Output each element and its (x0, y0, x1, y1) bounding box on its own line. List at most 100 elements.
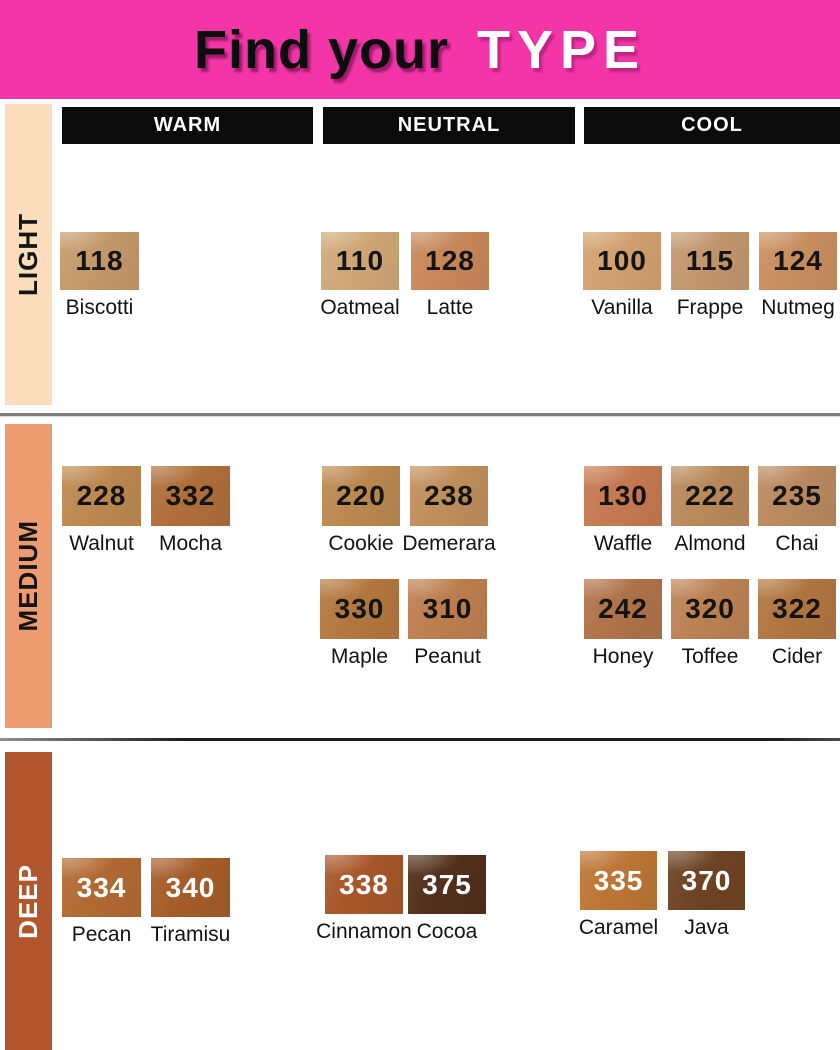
shade-swatch-235: 235 (758, 466, 836, 526)
column-header-neutral: NEUTRAL (323, 107, 575, 144)
shade-name: Cocoa (416, 920, 478, 943)
shade-cell-110: 110 Oatmeal (320, 232, 400, 319)
shade-name: Cookie (328, 532, 394, 555)
shade-swatch-310: 310 (408, 579, 487, 639)
column-header-cool-label: COOL (681, 114, 743, 136)
shade-number: 124 (773, 245, 823, 276)
row-band-deep: DEEP (5, 752, 52, 1050)
shade-number: 332 (165, 480, 216, 511)
shade-cell-334: 334 Pecan (62, 858, 141, 946)
shade-cell-340: 340 Tiramisu (151, 858, 230, 946)
shade-number: 115 (685, 245, 735, 276)
shade-name: Almond (674, 532, 746, 555)
shade-swatch-130: 130 (584, 466, 662, 526)
shade-number: 100 (597, 245, 647, 276)
shade-group-light-neutral-1: 110 Oatmeal 128 Latte (320, 232, 489, 319)
shade-swatch-330: 330 (320, 579, 399, 639)
shade-swatch-220: 220 (322, 466, 400, 526)
shade-cell-320: 320 Toffee (671, 579, 749, 668)
column-header-neutral-label: NEUTRAL (397, 114, 501, 136)
shade-number: 375 (422, 868, 472, 900)
shade-number: 322 (772, 593, 822, 624)
shade-number: 118 (75, 245, 124, 276)
shade-group-light-warm-1: 118 Biscotti (60, 232, 139, 319)
shade-number: 335 (593, 864, 644, 896)
shade-cell-118: 118 Biscotti (60, 232, 139, 319)
row-band-light: LIGHT (5, 104, 52, 405)
shade-cell-310: 310 Peanut (408, 579, 487, 668)
shade-name: Pecan (71, 923, 132, 946)
row-divider-light-medium (0, 413, 840, 416)
shade-number: 110 (335, 245, 385, 276)
shade-number: 238 (424, 480, 474, 511)
shade-name: Frappe (676, 296, 744, 319)
shade-group-deep-cool-1: 335 Caramel 370 Java (578, 851, 745, 939)
shade-swatch-335: 335 (580, 851, 657, 910)
shade-swatch-222: 222 (671, 466, 749, 526)
shade-group-light-cool-1: 100 Vanilla 115 Frappe 124 Nutmeg (583, 232, 837, 319)
shade-number: 370 (681, 864, 732, 896)
shade-name: Cider (771, 645, 823, 668)
shade-cell-330: 330 Maple (320, 579, 399, 668)
page-title-prefix: Find your (193, 19, 449, 80)
column-header-warm: WARM (62, 107, 313, 144)
row-band-medium-label: MEDIUM (13, 520, 43, 632)
shade-name: Mocha (158, 532, 223, 555)
shade-name: Java (684, 916, 729, 939)
shade-cell-124: 124 Nutmeg (759, 232, 837, 319)
shade-cell-220: 220 Cookie (322, 466, 400, 555)
shade-name: Peanut (414, 645, 481, 668)
shade-name: Latte (426, 296, 474, 319)
shade-number: 128 (425, 245, 475, 276)
shade-name: Caramel (578, 916, 659, 939)
shade-swatch-110: 110 (321, 232, 399, 290)
shade-cell-335: 335 Caramel (578, 851, 659, 939)
page-title-highlight: TYPE (476, 19, 647, 80)
shade-number: 130 (598, 480, 648, 511)
shade-number: 228 (76, 480, 127, 511)
shade-group-medium-cool-1: 130 Waffle 222 Almond 235 Chai (584, 466, 836, 555)
column-header-warm-label: WARM (153, 114, 222, 136)
shade-swatch-115: 115 (671, 232, 749, 290)
shade-name: Chai (775, 532, 819, 555)
column-header-cool: COOL (584, 107, 840, 144)
row-band-light-label: LIGHT (13, 213, 43, 296)
shade-swatch-375: 375 (408, 855, 486, 914)
shade-swatch-128: 128 (411, 232, 489, 290)
shade-swatch-242: 242 (584, 579, 662, 639)
shade-swatch-334: 334 (62, 858, 141, 917)
shade-name: Oatmeal (320, 296, 400, 319)
shade-cell-370: 370 Java (668, 851, 745, 939)
shade-swatch-322: 322 (758, 579, 836, 639)
shade-cell-338: 338 Cinnamon (316, 855, 412, 943)
shade-swatch-338: 338 (325, 855, 403, 914)
shade-name: Tiramisu (150, 923, 231, 946)
shade-number: 334 (76, 871, 127, 903)
shade-name: Maple (330, 645, 389, 668)
shade-cell-332: 332 Mocha (151, 466, 230, 555)
shade-name: Vanilla (591, 296, 653, 319)
shade-cell-235: 235 Chai (758, 466, 836, 555)
shade-cell-375: 375 Cocoa (408, 855, 486, 943)
shade-name: Toffee (681, 645, 739, 668)
shade-swatch-370: 370 (668, 851, 745, 910)
shade-cell-322: 322 Cider (758, 579, 836, 668)
shade-number: 220 (336, 480, 386, 511)
shade-swatch-320: 320 (671, 579, 749, 639)
shade-cell-238: 238 Demerara (402, 466, 496, 555)
shade-group-deep-neutral-1: 338 Cinnamon 375 Cocoa (316, 855, 486, 943)
shade-group-medium-warm-1: 228 Walnut 332 Mocha (62, 466, 230, 555)
header-banner: Find your TYPE (0, 0, 840, 99)
shade-group-medium-neutral-1: 220 Cookie 238 Demerara (322, 466, 496, 555)
shade-cell-128: 128 Latte (411, 232, 489, 319)
shade-name: Waffle (593, 532, 653, 555)
shade-name: Nutmeg (761, 296, 835, 319)
row-band-medium: MEDIUM (5, 424, 52, 728)
shade-number: 242 (598, 593, 648, 624)
shade-swatch-124: 124 (759, 232, 837, 290)
shade-number: 222 (685, 480, 735, 511)
shade-cell-222: 222 Almond (671, 466, 749, 555)
shade-swatch-340: 340 (151, 858, 230, 917)
shade-number: 340 (165, 871, 216, 903)
